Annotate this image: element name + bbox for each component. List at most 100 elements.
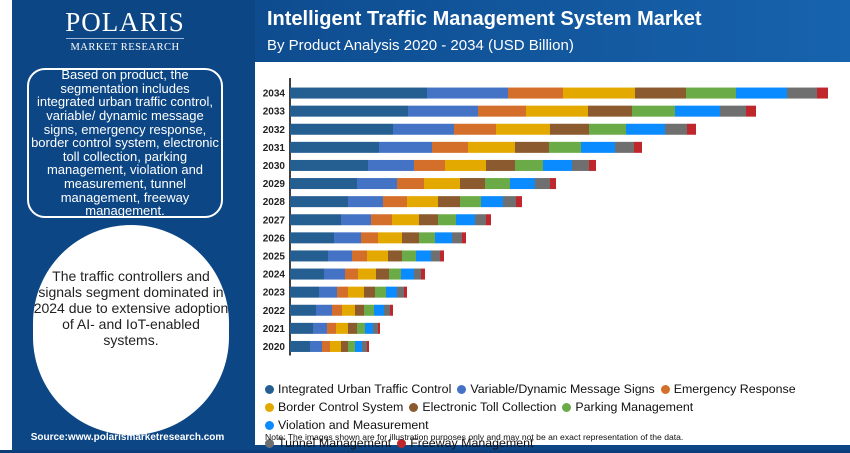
bar-segment-violation-and-measurement-2031 xyxy=(581,141,615,153)
bar-segment-tunnel-management-2030 xyxy=(572,159,589,171)
y-tick-label: 2034 xyxy=(263,89,286,100)
y-tick-label: 2028 xyxy=(263,197,286,208)
bar-segment-electronic-toll-collection-2022 xyxy=(355,304,364,316)
bar-segment-violation-and-measurement-2024 xyxy=(401,268,414,280)
bar-segment-border-control-system-2024 xyxy=(358,268,376,280)
y-tick-label: 2026 xyxy=(263,233,286,244)
bar-segment-tunnel-management-2020 xyxy=(362,340,367,352)
bar-segment-freeway-management-2024 xyxy=(421,268,425,280)
bar-segment-parking-management-2032 xyxy=(589,123,626,135)
bar-segment-integrated-urban-traffic-control-2030 xyxy=(290,159,368,171)
bar-segment-tunnel-management-2023 xyxy=(397,286,404,298)
bar-segment-integrated-urban-traffic-control-2034 xyxy=(290,87,427,99)
y-tick-label: 2020 xyxy=(263,342,286,353)
highlight-circle xyxy=(33,225,229,435)
bar-segment-emergency-response-2028 xyxy=(383,196,407,208)
legend-label: Integrated Urban Traffic Control xyxy=(278,382,452,396)
bar-segment-integrated-urban-traffic-control-2031 xyxy=(290,141,379,153)
bar-segment-electronic-toll-collection-2030 xyxy=(486,159,515,171)
bar-segment-freeway-management-2025 xyxy=(440,250,444,262)
y-tick-label: 2021 xyxy=(263,324,286,335)
y-tick-label: 2022 xyxy=(263,306,286,317)
legend-marker-icon xyxy=(265,385,274,394)
highlight-text: The traffic controllers and signals segm… xyxy=(33,268,229,348)
bar-segment-variable-dynamic-message-signs-2021 xyxy=(313,322,327,334)
left-edge-strip xyxy=(0,0,12,450)
y-tick-label: 2025 xyxy=(263,251,286,262)
chart-title: Intelligent Traffic Management System Ma… xyxy=(267,8,702,30)
bar-segment-freeway-management-2033 xyxy=(746,105,756,117)
bar-segment-electronic-toll-collection-2029 xyxy=(460,178,485,190)
bar-segment-variable-dynamic-message-signs-2031 xyxy=(379,141,432,153)
legend-item: Border Control System xyxy=(265,399,403,416)
bar-segment-integrated-urban-traffic-control-2023 xyxy=(290,286,319,298)
bar-segment-variable-dynamic-message-signs-2022 xyxy=(316,304,332,316)
bar-segment-variable-dynamic-message-signs-2027 xyxy=(341,214,371,226)
bar-segment-parking-management-2020 xyxy=(348,340,355,352)
bar-segment-border-control-system-2033 xyxy=(526,105,588,117)
y-tick-label: 2024 xyxy=(263,270,286,281)
bar-segment-electronic-toll-collection-2020 xyxy=(341,340,348,352)
bar-segment-tunnel-management-2032 xyxy=(665,123,687,135)
bar-segment-violation-and-measurement-2020 xyxy=(355,340,362,352)
legend-marker-icon xyxy=(409,403,419,412)
bar-segment-border-control-system-2022 xyxy=(342,304,355,316)
bar-segment-integrated-urban-traffic-control-2020 xyxy=(290,340,310,352)
bar-segment-emergency-response-2023 xyxy=(337,286,348,298)
bar-segment-freeway-management-2031 xyxy=(634,141,642,153)
bar-segment-violation-and-measurement-2026 xyxy=(435,232,452,244)
bar-segment-parking-management-2034 xyxy=(686,87,736,99)
bar-segment-emergency-response-2030 xyxy=(414,159,445,171)
bar-segment-emergency-response-2024 xyxy=(345,268,358,280)
y-tick-label: 2023 xyxy=(263,288,286,299)
legend-item: Electronic Toll Collection xyxy=(409,399,556,416)
legend-marker-icon xyxy=(397,439,407,448)
bar-segment-freeway-management-2034 xyxy=(817,87,828,99)
bar-segment-border-control-system-2028 xyxy=(407,196,438,208)
legend-label: Freeway Management xyxy=(410,436,534,450)
bar-segment-tunnel-management-2029 xyxy=(535,178,550,190)
bar-segment-integrated-urban-traffic-control-2022 xyxy=(290,304,316,316)
bar-segment-parking-management-2029 xyxy=(485,178,510,190)
bar-segment-border-control-system-2023 xyxy=(348,286,364,298)
source-text: Source:www.polarismarketresearch.com xyxy=(30,432,225,443)
bar-segment-tunnel-management-2027 xyxy=(475,214,486,226)
bar-segment-tunnel-management-2025 xyxy=(431,250,440,262)
bar-segment-violation-and-measurement-2033 xyxy=(675,105,720,117)
bar-segment-tunnel-management-2022 xyxy=(384,304,390,316)
bar-segment-violation-and-measurement-2027 xyxy=(456,214,475,226)
bar-segment-freeway-management-2023 xyxy=(404,286,407,298)
bar-segment-freeway-management-2022 xyxy=(390,304,393,316)
bar-segment-violation-and-measurement-2023 xyxy=(386,286,397,298)
bar-segment-border-control-system-2020 xyxy=(330,340,341,352)
legend-label: Variable/Dynamic Message Signs xyxy=(470,382,655,396)
brand-divider xyxy=(66,38,184,39)
bar-segment-variable-dynamic-message-signs-2020 xyxy=(310,340,322,352)
bar-segment-electronic-toll-collection-2032 xyxy=(550,123,589,135)
bar-segment-variable-dynamic-message-signs-2029 xyxy=(357,178,397,190)
bar-segment-variable-dynamic-message-signs-2028 xyxy=(348,196,383,208)
chart-header: Intelligent Traffic Management System Ma… xyxy=(255,0,850,62)
legend-label: Parking Management xyxy=(575,400,694,414)
bar-segment-border-control-system-2030 xyxy=(445,159,486,171)
legend-marker-icon xyxy=(265,421,274,430)
bar-segment-integrated-urban-traffic-control-2029 xyxy=(290,178,357,190)
bar-segment-emergency-response-2034 xyxy=(508,87,563,99)
bar-segment-variable-dynamic-message-signs-2025 xyxy=(328,250,352,262)
bar-segment-variable-dynamic-message-signs-2034 xyxy=(427,87,508,99)
bar-segment-integrated-urban-traffic-control-2024 xyxy=(290,268,324,280)
bar-segment-integrated-urban-traffic-control-2028 xyxy=(290,196,348,208)
bar-segment-parking-management-2028 xyxy=(460,196,481,208)
bar-segment-border-control-system-2031 xyxy=(468,141,515,153)
bar-segment-emergency-response-2031 xyxy=(432,141,468,153)
bar-segment-emergency-response-2021 xyxy=(327,322,336,334)
segmentation-info-box: Based on product, the segmentation inclu… xyxy=(27,68,223,218)
bar-segment-border-control-system-2034 xyxy=(563,87,635,99)
bar-segment-border-control-system-2025 xyxy=(367,250,388,262)
bar-segment-violation-and-measurement-2034 xyxy=(736,87,787,99)
bar-segment-border-control-system-2029 xyxy=(424,178,460,190)
bar-segment-electronic-toll-collection-2031 xyxy=(515,141,549,153)
bar-segment-tunnel-management-2033 xyxy=(720,105,746,117)
legend-item: Tunnel Management xyxy=(265,435,391,452)
bar-segment-integrated-urban-traffic-control-2025 xyxy=(290,250,328,262)
